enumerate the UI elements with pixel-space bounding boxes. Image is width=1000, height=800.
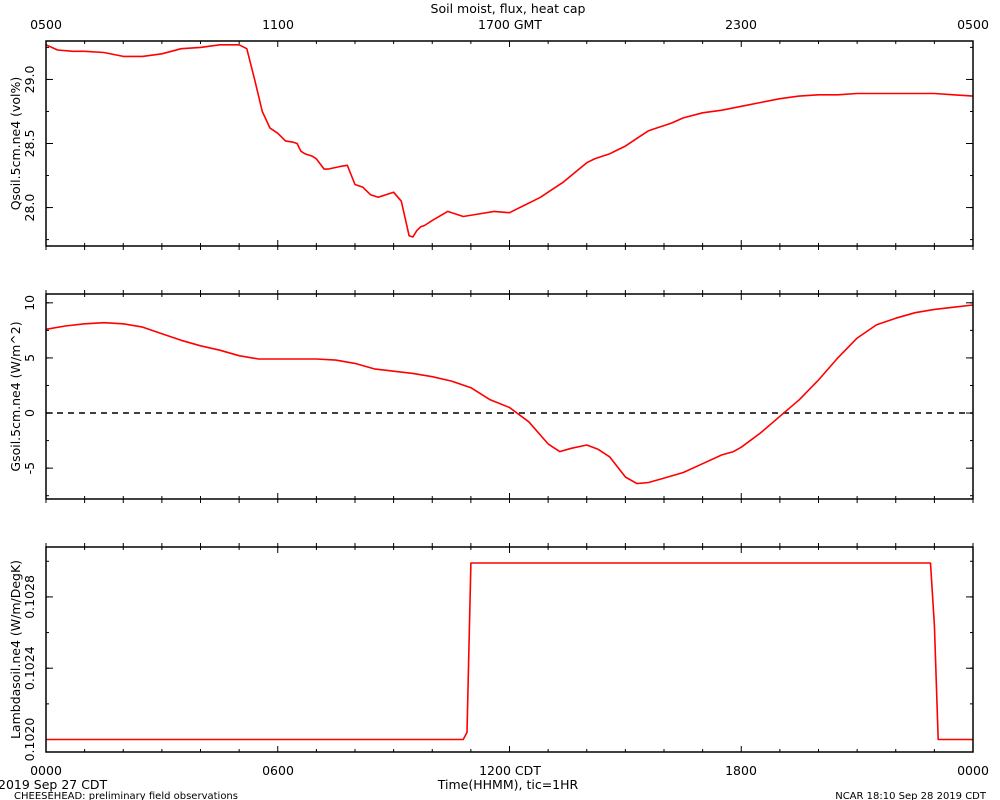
y-tick-label: 0.1024 — [22, 646, 37, 690]
bottom-tick-label: 0000 — [957, 763, 989, 778]
series-line — [45, 43, 974, 238]
y-tick-label: 0.1020 — [22, 718, 37, 762]
series-line — [46, 562, 973, 741]
top-tick-label: 2300 — [725, 17, 757, 32]
footer-credit: NCAR 18:10 Sep 28 2019 CDT — [835, 791, 987, 800]
chart-title: Soil moist, flux, heat cap — [431, 1, 586, 16]
top-tick-label: 0500 — [30, 17, 62, 32]
y-tick-label: 28.0 — [22, 194, 37, 222]
y-tick-label: 5 — [22, 354, 37, 362]
y-tick-label: -5 — [22, 462, 37, 474]
top-tick-label: 0500 — [957, 17, 989, 32]
y-tick-label: 0.1028 — [22, 575, 37, 619]
panel-frame — [45, 40, 974, 247]
y-axis-label: Lambdasoil.ne4 (W/m/DegK) — [8, 560, 23, 739]
y-axis-label: Gsoil.5cm.ne4 (W/m^2) — [8, 321, 23, 471]
bottom-tick-label: 0000 — [30, 763, 62, 778]
panel-frame — [45, 293, 974, 500]
footer-project: CHEESEHEAD: preliminary field observatio… — [14, 791, 238, 800]
panel-frame — [45, 546, 974, 753]
bottom-tick-label: 0600 — [262, 763, 294, 778]
y-tick-label: 10 — [22, 295, 37, 311]
x-axis-label: Time(HHMM), tic=1HR — [437, 777, 579, 792]
top-tick-label: 1100 — [262, 17, 294, 32]
series-line — [45, 304, 974, 485]
bottom-tick-label: 1200 CDT — [479, 763, 541, 778]
top-tick-label: 1700 GMT — [478, 17, 542, 32]
y-tick-label: 0 — [22, 409, 37, 417]
bottom-tick-label: 1800 — [725, 763, 757, 778]
y-tick-label: 29.0 — [22, 65, 37, 93]
y-axis-label: Qsoil.5cm.ne4 (vol%) — [8, 77, 23, 211]
footer-date: 2019 Sep 27 CDT — [0, 777, 108, 792]
y-tick-label: 28.5 — [22, 130, 37, 158]
